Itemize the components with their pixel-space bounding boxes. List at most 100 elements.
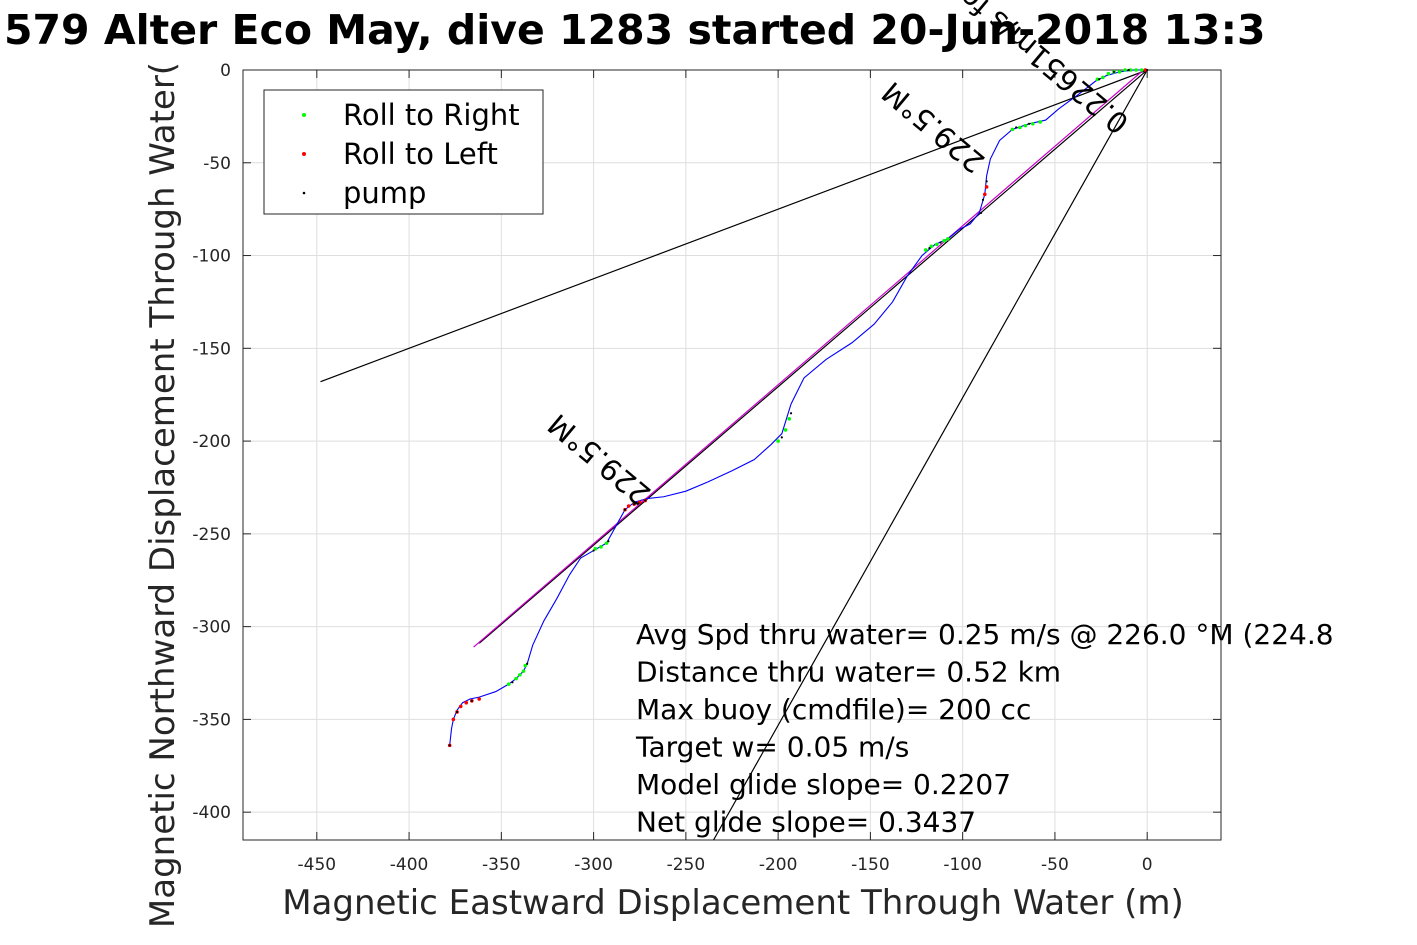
pump-point (939, 241, 942, 244)
roll-right-point (787, 417, 792, 421)
reference-line (478, 69, 1148, 644)
pump-point (633, 503, 636, 506)
roll-right-point (1018, 125, 1022, 130)
x-tick-label: -100 (943, 855, 982, 875)
pump-point (644, 499, 647, 502)
roll-right-point (1106, 71, 1111, 76)
roll-right-point (1030, 122, 1035, 126)
roll-right-point (923, 248, 928, 252)
y-tick-label: -50 (203, 154, 231, 174)
x-tick-label: -50 (1041, 855, 1069, 875)
pump-point (981, 198, 985, 201)
roll-right-point (935, 242, 939, 247)
reference-lines (320, 69, 1148, 841)
x-tick-label: -200 (759, 855, 798, 875)
roll-left-point (1143, 68, 1148, 72)
roll-right-point (599, 545, 603, 549)
y-tick-label: -350 (192, 710, 231, 730)
roll-right-point (506, 682, 511, 686)
legend-label: Roll to Right (343, 98, 520, 132)
roll-right-point (1134, 68, 1138, 72)
rotated-label: 229.5°M (875, 75, 991, 180)
pump-point (928, 247, 931, 250)
pump-point (623, 508, 627, 511)
x-tick-label: -400 (390, 855, 429, 875)
x-tick-label: -300 (574, 855, 613, 875)
x-axis-label: Magnetic Eastward Displacement Through W… (282, 883, 1184, 923)
x-tick-label: -150 (851, 855, 890, 875)
chart-title: 579 Alter Eco May, dive 1283 started 20-… (4, 6, 1266, 54)
y-tick-label: -300 (192, 618, 231, 638)
legend-label: Roll to Left (343, 137, 498, 171)
roll-left-point (983, 192, 987, 197)
y-tick-label: -150 (192, 339, 231, 359)
legend-marker (302, 113, 306, 117)
stats-line: Target w= 0.05 m/s (635, 731, 909, 764)
roll-left-point (637, 500, 642, 505)
roll-right-point (523, 663, 528, 668)
roll-right-point (1123, 68, 1127, 72)
stats-annotations: Avg Spd thru water= 0.25 m/s @ 226.0 °M … (635, 618, 1334, 839)
roll-left-point (984, 185, 989, 189)
pump-point (1027, 122, 1031, 125)
y-tick-label: 0 (220, 61, 231, 81)
pump-point (526, 662, 529, 665)
pump-point (1127, 68, 1130, 72)
pump-point (980, 211, 983, 214)
roll-right-point (1010, 127, 1015, 132)
pump-point (1015, 126, 1018, 129)
track-markers (447, 68, 1149, 748)
legend: Roll to Right Roll to Left pump (263, 89, 544, 215)
roll-right-point (1095, 77, 1100, 82)
roll-right-point (946, 237, 950, 241)
legend-label: pump (343, 176, 426, 210)
roll-right-point (1139, 68, 1144, 72)
pump-point (1112, 70, 1116, 73)
x-tick-label: -250 (667, 855, 706, 875)
reference-line (320, 69, 1148, 383)
legend-marker (302, 191, 306, 195)
pump-point (592, 549, 595, 552)
axes-box (242, 69, 1222, 841)
y-tick-label: -100 (192, 247, 231, 267)
roll-right-point (604, 541, 609, 545)
roll-right-point (783, 428, 788, 432)
roll-right-point (593, 546, 598, 551)
stats-line: Distance thru water= 0.52 km (636, 656, 1061, 689)
x-tick-label: 0 (1142, 855, 1153, 875)
legend-marker (302, 152, 306, 156)
stats-line: Net glide slope= 0.3437 (636, 806, 976, 839)
x-tick-label: -350 (482, 855, 521, 875)
roll-right-point (776, 439, 780, 443)
rotated-label: 229.5°M (541, 407, 657, 512)
roll-right-point (1117, 70, 1122, 74)
pump-point (985, 180, 988, 183)
roll-left-point (458, 704, 463, 709)
roll-right-point (1101, 75, 1105, 80)
x-tick-label: -450 (298, 855, 337, 875)
roll-right-point (514, 676, 518, 681)
y-tick-label: -250 (192, 525, 231, 545)
roll-left-point (464, 700, 469, 705)
pump-point (470, 699, 473, 702)
stats-line: Avg Spd thru water= 0.25 m/s @ 226.0 °M … (636, 618, 1334, 651)
roll-right-point (521, 669, 526, 673)
reference-line (473, 69, 1144, 648)
y-tick-label: -200 (192, 432, 231, 452)
pump-point (789, 412, 793, 415)
roll-right-point (517, 673, 522, 677)
pump-point (607, 540, 610, 543)
pump-point (780, 436, 783, 439)
pump-point (511, 681, 514, 684)
legend-box (263, 89, 544, 215)
roll-right-point (1023, 123, 1028, 128)
pump-point (448, 744, 451, 747)
reference-line (713, 69, 1148, 841)
roll-right-point (929, 244, 934, 249)
pump-point (455, 710, 459, 714)
y-tick-label: -400 (192, 803, 231, 823)
pump-point (1098, 78, 1101, 81)
roll-left-point (477, 697, 481, 701)
tick-labels: -450 -400 -350 -300 -250 -200 -150 -100 -50 0 0 -50… (192, 61, 1152, 875)
